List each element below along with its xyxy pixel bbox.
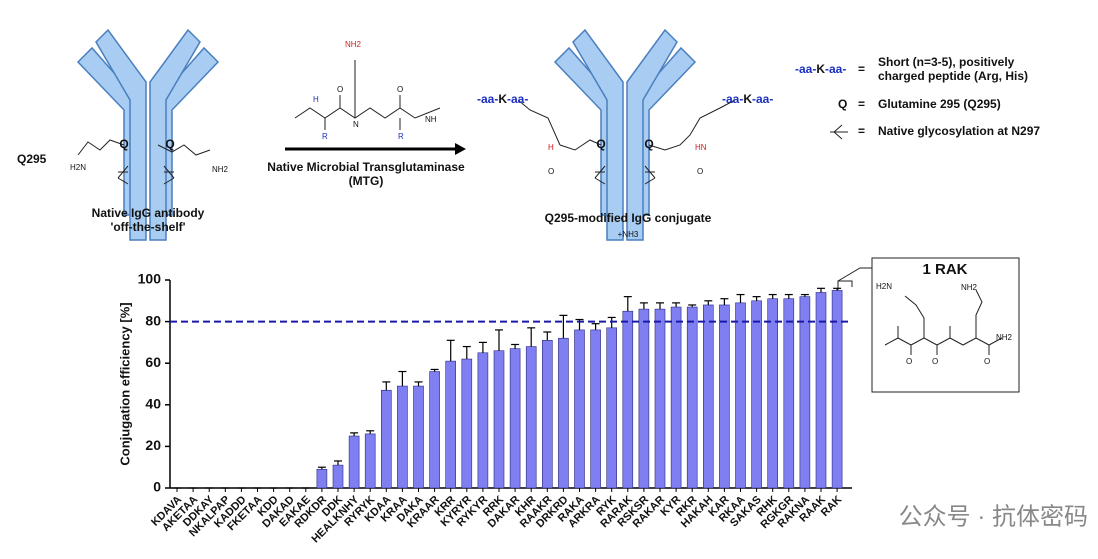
arrow-head (455, 143, 466, 155)
chem-atom: H2N (876, 282, 892, 291)
legend-eq: = (858, 62, 865, 76)
peptide-part: K (498, 92, 507, 106)
chem-atom: H (548, 143, 554, 152)
bar (348, 435, 360, 489)
legend-symbol: -aa-K-aa- (795, 62, 846, 76)
peptide-part: -aa- (752, 92, 773, 106)
chem-atom: O (337, 85, 343, 94)
y-tick-label: 100 (138, 271, 162, 287)
bar (558, 337, 569, 489)
y-tick-label: 0 (153, 479, 161, 495)
watermark: 公众号 · 抗体密码 (899, 503, 1088, 530)
bar (509, 348, 521, 489)
q-label: Q (165, 137, 174, 151)
legend-eq: = (858, 97, 865, 111)
bar (686, 306, 698, 489)
chem-atom: NH (425, 115, 437, 124)
chem-atom: O (906, 357, 912, 366)
bar (622, 310, 634, 489)
q-label: Q (119, 137, 128, 151)
bar (590, 329, 601, 489)
peptide-part: -aa- (507, 92, 528, 106)
y-tick-label: 40 (145, 396, 161, 412)
bar (332, 464, 344, 489)
bar (413, 385, 424, 489)
peptide-part: -aa- (722, 92, 743, 106)
bar (670, 306, 682, 489)
y-axis-label: Conjugation efficiency [%] (117, 302, 132, 465)
chem-atom: O (984, 357, 990, 366)
bar (493, 350, 505, 489)
peptide: -aa-K-aa- (477, 92, 528, 106)
chem-atom: N (353, 120, 359, 129)
y-tick-label: 60 (145, 354, 161, 370)
legend-symbol: Q (838, 97, 847, 111)
y-tick-label: 20 (145, 437, 161, 453)
legend-text: Glutamine 295 (Q295) (878, 97, 1001, 111)
peptide-part: K (816, 62, 825, 76)
legend-text: Short (n=3-5), positively (878, 55, 1015, 69)
bar (461, 358, 473, 489)
site-label: Q295 (17, 152, 47, 166)
bar (702, 304, 714, 489)
bar (735, 302, 746, 489)
arrow-label: Native Microbial Transglutaminase (267, 160, 465, 174)
bar (316, 468, 328, 489)
caption: 'off-the-shelf' (110, 220, 185, 234)
chem-atom: R (322, 132, 328, 141)
arrow-label: (MTG) (349, 174, 384, 188)
bar (525, 346, 537, 489)
byproduct: +NH3 (618, 230, 639, 239)
glyco-symbol (830, 124, 848, 140)
chem-atom: NH2 (996, 333, 1013, 342)
bar (767, 298, 779, 489)
chem-atom: NH2 (961, 283, 978, 292)
bar (831, 290, 843, 489)
bar (364, 433, 376, 489)
bar (541, 340, 553, 489)
bar (380, 389, 392, 489)
bar (429, 371, 440, 489)
bar (719, 304, 730, 489)
y-tick-label: 80 (145, 312, 161, 328)
chem-atom: O (697, 167, 703, 176)
chem-atom: NH2 (212, 165, 229, 174)
bar (606, 327, 618, 489)
chem-atom: H2N (70, 163, 86, 172)
legend-text: charged peptide (Arg, His) (878, 69, 1028, 83)
bar (654, 308, 666, 489)
chem-atom: R (398, 132, 404, 141)
peptide-part: -aa- (795, 62, 816, 76)
chem-atom: O (932, 357, 938, 366)
chem-atom: H (313, 95, 319, 104)
peptide-part: -aa- (825, 62, 846, 76)
chem-atom: O (397, 85, 403, 94)
legend-eq: = (858, 124, 865, 138)
antibody-left (76, 28, 220, 241)
bar (477, 352, 489, 489)
bar (751, 300, 762, 489)
bar (574, 329, 585, 489)
bar (445, 360, 457, 489)
caption: Q295-modified IgG conjugate (545, 211, 712, 225)
peptide: -aa-K-aa- (722, 92, 773, 106)
bar (397, 385, 408, 489)
inset-title: 1 RAK (922, 261, 967, 278)
peptide-part: K (743, 92, 752, 106)
bar (783, 298, 795, 489)
chem-atom: O (548, 167, 554, 176)
chem-atom: HN (695, 143, 707, 152)
legend-text: Native glycosylation at N297 (878, 124, 1040, 138)
chem-atom: NH2 (345, 40, 362, 49)
caption: Native IgG antibody (92, 206, 205, 220)
q-label: Q (596, 137, 605, 151)
bar (799, 296, 811, 489)
bar (638, 308, 650, 489)
peptide-part: -aa- (477, 92, 498, 106)
antibody-right (517, 28, 736, 241)
inset-box (871, 257, 1020, 393)
q-label: Q (644, 137, 653, 151)
